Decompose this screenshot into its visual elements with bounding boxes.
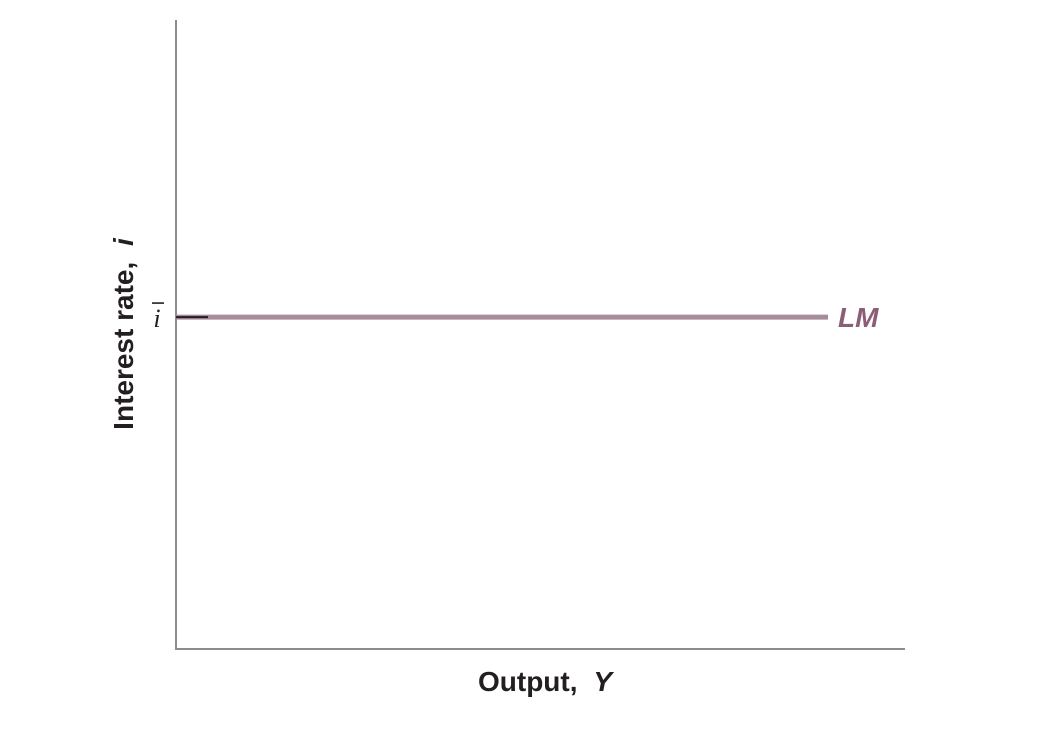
x-axis-label-var: Y [593, 666, 614, 697]
chart-marks: LM i [152, 302, 879, 333]
x-axis-label: Output, Y [478, 666, 614, 697]
x-axis-label-text: Output, [478, 666, 578, 697]
y-tick-label: i [153, 304, 160, 333]
y-axis-label: Interest rate, i [108, 237, 139, 430]
lm-curve-label: LM [838, 302, 879, 333]
y-axis-label-text: Interest rate, [108, 262, 139, 430]
y-axis-label-var: i [108, 237, 139, 246]
